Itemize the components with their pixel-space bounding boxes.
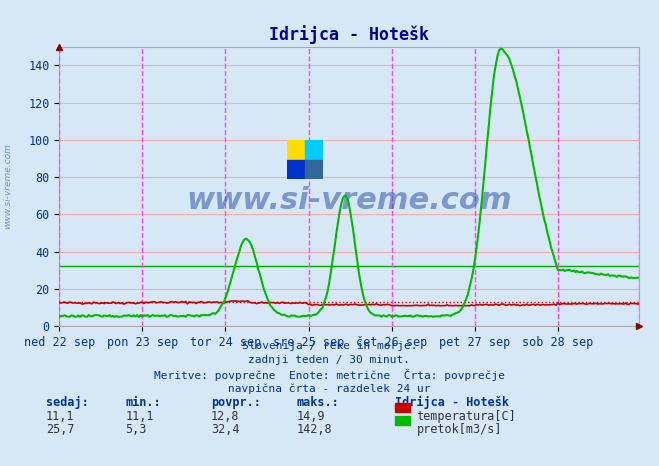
Text: 142,8: 142,8 xyxy=(297,423,332,436)
Text: 32,4: 32,4 xyxy=(211,423,239,436)
Text: www.si-vreme.com: www.si-vreme.com xyxy=(186,186,512,215)
Text: povpr.:: povpr.: xyxy=(211,396,261,409)
Text: navpična črta - razdelek 24 ur: navpična črta - razdelek 24 ur xyxy=(228,383,431,394)
Text: 5,3: 5,3 xyxy=(125,423,146,436)
Text: 11,1: 11,1 xyxy=(125,410,154,423)
Title: Idrijca - Hotešk: Idrijca - Hotešk xyxy=(270,25,429,44)
Text: min.:: min.: xyxy=(125,396,161,409)
Text: 14,9: 14,9 xyxy=(297,410,325,423)
Text: 12,8: 12,8 xyxy=(211,410,239,423)
Text: sedaj:: sedaj: xyxy=(46,396,89,409)
Text: Idrijca - Hotešk: Idrijca - Hotešk xyxy=(395,396,509,409)
Bar xyxy=(287,159,304,179)
Text: 25,7: 25,7 xyxy=(46,423,74,436)
Text: pretok[m3/s]: pretok[m3/s] xyxy=(416,423,502,436)
Bar xyxy=(287,140,304,159)
Text: Meritve: povprečne  Enote: metrične  Črta: povprečje: Meritve: povprečne Enote: metrične Črta:… xyxy=(154,369,505,381)
Text: temperatura[C]: temperatura[C] xyxy=(416,410,516,423)
Text: Slovenija / reke in morje.: Slovenija / reke in morje. xyxy=(242,341,417,351)
Bar xyxy=(304,159,323,179)
Text: 11,1: 11,1 xyxy=(46,410,74,423)
Text: maks.:: maks.: xyxy=(297,396,339,409)
Text: www.si-vreme.com: www.si-vreme.com xyxy=(3,144,13,229)
Text: zadnji teden / 30 minut.: zadnji teden / 30 minut. xyxy=(248,355,411,365)
Bar xyxy=(304,140,323,159)
